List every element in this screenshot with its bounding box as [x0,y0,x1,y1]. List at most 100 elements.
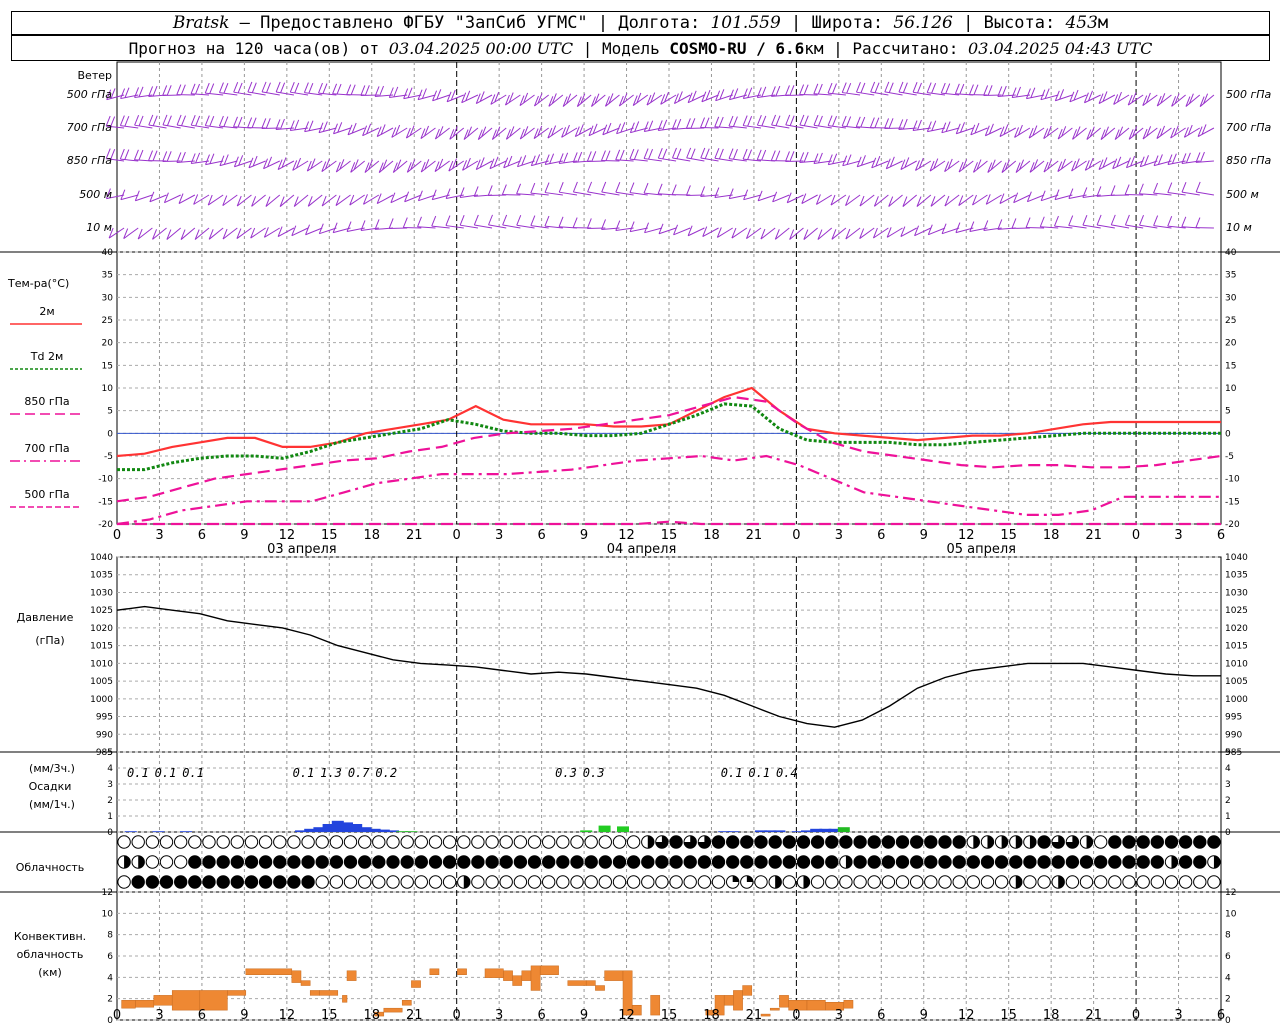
wind-barb-feather [987,85,993,96]
ytick-left-conv: 10 [102,909,114,919]
wind-barb-shaft [900,227,917,238]
wind-barb-feather [973,84,979,95]
wind-barb-shaft [460,224,479,229]
cloud-cover-circle [810,855,825,869]
wind-barb-shaft [1084,94,1101,104]
ytick-right-prec: 1 [1225,812,1231,822]
wind-barb-feather [475,93,481,104]
wind-barb-shaft [771,124,790,129]
wind-barb-feather [633,149,639,160]
wind-barb-shaft [490,94,507,105]
wind-barb-feather [519,128,525,140]
wind-barb-feather [1082,214,1088,226]
cloud-cover-circle [641,855,655,869]
wind-barb-feather [605,96,610,107]
wind-barb-feather [461,92,467,103]
legend-label: 2м [39,305,54,318]
wind-barb-feather [489,158,495,169]
wind-barb-shaft [1057,127,1073,140]
wind-barb-feather [152,229,158,240]
wind-barb-shaft [304,92,323,96]
wind-barb-shaft [687,94,705,104]
cloud-cover-circle [159,875,174,889]
xtick-lower: 15 [1000,1008,1017,1023]
wind-barb-feather [137,228,143,240]
wind-barb-feather [364,162,370,173]
wind-barb-shaft [193,194,210,205]
wind-barb-feather [296,157,302,169]
wind-barb-feather [643,148,649,159]
wind-barb-shaft [219,125,238,129]
wind-barb-feather [972,194,977,206]
wind-barb-feather [650,92,656,103]
wind-barb-shaft [106,158,125,162]
cloud-cover-circle [782,875,796,889]
wind-barb-shaft [559,191,578,196]
wind-barb-feather [888,196,894,207]
wind-barb-feather [1068,215,1074,226]
pressure-series [116,605,1221,728]
ytick-right-temp: -5 [1225,452,1234,462]
wind-barb-shaft [1055,94,1073,102]
precip-bar [405,831,418,832]
wind-barb-shaft [985,127,1002,137]
convective-bar [539,965,559,975]
wind-barb-shaft [1170,127,1186,139]
convective-bar [291,970,302,983]
wind-barb-feather [1170,127,1176,139]
wind-barb-feather [431,215,437,227]
wind-barb-shaft [106,194,125,200]
wind-level-left: 500 гПа [67,88,113,101]
cloud-cover-circle [740,855,754,869]
calc-label: | Рассчитано: [823,39,969,58]
wind-barb-feather [685,185,691,196]
wind-barb-feather [845,195,850,206]
ytick-left-pres: 1030 [90,588,113,598]
wind-barb-shaft [392,160,408,173]
station-name: Bratsk [172,13,230,33]
wind-barb-feather [1003,124,1009,135]
wind-level-left: 10 м [86,221,112,234]
precip-total: 0.3 [583,766,605,780]
ytick-right-temp: -15 [1225,497,1240,507]
wind-barb-feather [516,183,522,194]
wind-barb-feather [233,82,239,93]
wind-barb-shaft [492,127,507,140]
wind-barb-feather [622,93,628,104]
wind-barb-shaft [575,127,592,138]
wind-barb-feather [615,149,621,160]
xtick-upper: 6 [537,528,545,543]
precipitation-bars [124,820,850,832]
cloud-cover-circle [726,855,740,869]
wind-barb-feather [347,124,353,135]
wind-barb-feather [475,159,481,170]
wind-barb-feather [1011,218,1017,229]
latitude-value: 56.126 [893,13,953,33]
wind-barb-feather [465,90,471,101]
wind-barb-feather [1019,159,1025,170]
wind-barb-shaft [619,94,634,107]
cloud-cover-circle [1051,855,1065,869]
ytick-right-conv: 2 [1225,995,1231,1005]
precip-total: 0.1 [721,766,743,780]
wind-barb-shaft [347,127,365,136]
cloud-cover-circle [414,835,428,849]
wind-barb-feather [519,95,525,106]
wind-barb-shaft [588,127,606,137]
wind-barb-feather [176,152,182,163]
wind-barb-shaft [445,225,464,229]
ytick-left-prec: 4 [107,764,113,774]
wind-barb-feather [396,159,402,170]
cloud-cover-circle [1207,875,1221,889]
wind-barb-shaft [406,127,422,139]
wind-barb-feather [969,84,974,95]
cloud-cover-circle [881,855,896,869]
wind-barb-shaft [1057,160,1073,172]
wind-barb-feather [236,228,242,239]
wind-barb-feather [643,121,649,132]
cloud-cover-circle [442,855,457,869]
cloud-cover-circle [428,835,443,849]
cloud-cover-circle [910,875,924,889]
wind-barb-feather [263,158,268,169]
cloud-cover-fill [1066,835,1079,849]
